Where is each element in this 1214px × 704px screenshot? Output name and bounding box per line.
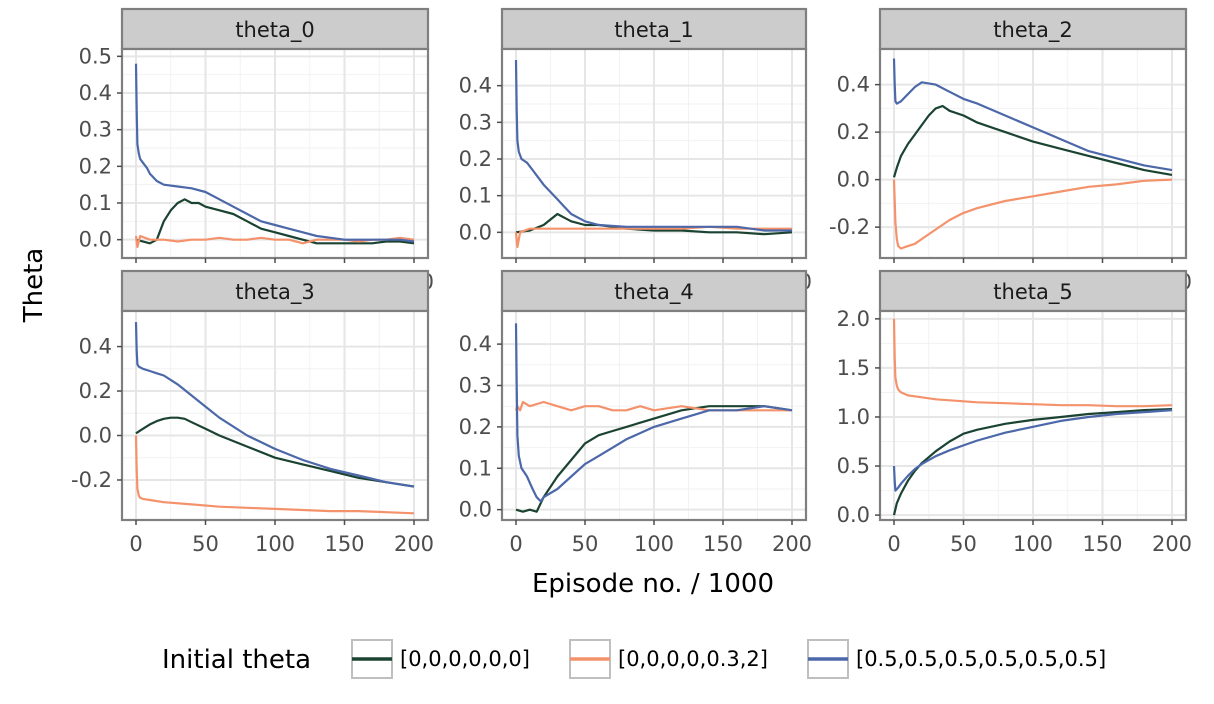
- y-tick-label: 0.3: [79, 118, 112, 142]
- y-tick-label: 0.1: [459, 456, 492, 480]
- x-tick-label: 200: [772, 532, 812, 556]
- series-line: [134, 234, 415, 249]
- series-line: [135, 416, 415, 488]
- facet-panel-theta_0: theta_00.00.10.20.30.40.5050100150200: [79, 7, 434, 294]
- y-tick-label: 0.4: [837, 73, 870, 97]
- y-tick-label: 1.0: [837, 405, 870, 429]
- series-line: [134, 63, 415, 243]
- series-line: [892, 104, 1173, 178]
- series-line: [515, 405, 793, 513]
- y-axis-title: Theta: [19, 248, 49, 323]
- x-tick-label: 150: [324, 532, 364, 556]
- facet-strip: [120, 7, 430, 51]
- y-tick-label: 0.4: [79, 335, 112, 359]
- facet-strip-label: theta_3: [235, 280, 314, 305]
- facet-panel-theta_5: theta_5 0.0 0.5 1.0 1.5 2.0 0 50 100 150 200: [837, 269, 1192, 556]
- y-tick-label: 0.0: [79, 228, 112, 252]
- legend-item: [0,0,0,0,0,0]: [351, 639, 530, 679]
- y-tick-label: 0.2: [837, 120, 870, 144]
- y-tick-label: -0.2: [829, 215, 870, 239]
- y-tick-label: 0.3: [459, 110, 492, 134]
- y-tick-label: 0.0: [459, 220, 492, 244]
- y-tick-label: 1.5: [837, 356, 870, 380]
- x-tick-label: 200: [1152, 532, 1192, 556]
- series-line: [892, 178, 1173, 250]
- y-tick-label: 0.4: [459, 74, 492, 98]
- y-tick-label: 0.0: [837, 503, 870, 527]
- x-tick-label: 100: [634, 532, 674, 556]
- x-tick-label: 100: [1013, 532, 1053, 556]
- y-tick-label: 0.2: [459, 415, 492, 439]
- y-tick-label: 0.2: [79, 379, 112, 403]
- x-axis-title: Episode no. / 1000: [532, 569, 774, 599]
- legend-item: [0.5,0.5,0.5,0.5,0.5,0.5]: [807, 639, 1106, 679]
- facet-strip-label: theta_2: [993, 18, 1072, 43]
- facet-strip: [878, 7, 1188, 51]
- y-tick-label: 0.0: [837, 168, 870, 192]
- x-tick-label: 100: [255, 532, 295, 556]
- facet-strip-label: theta_5: [993, 280, 1072, 305]
- legend-title: Initial theta: [162, 645, 311, 675]
- legend-label: [0.5,0.5,0.5,0.5,0.5,0.5]: [856, 647, 1106, 671]
- series-line: [892, 318, 1173, 408]
- y-tick-label: 0.0: [79, 424, 112, 448]
- legend-item: [0,0,0,0,0.3,2]: [569, 639, 768, 679]
- x-tick-label: 50: [572, 532, 599, 556]
- series-line: [892, 409, 1173, 492]
- facet-panel-theta_4: theta_4 0.0 0.1 0.2 0.3 0.4 0 50 100 150 200: [459, 269, 812, 556]
- facet-panel-theta_3: theta_3 -0.2 0.0 0.2 0.4 0 50 100 150 200: [71, 269, 434, 556]
- x-tick-label: 0: [887, 532, 900, 556]
- series-line: [514, 225, 792, 249]
- x-tick-label: 150: [703, 532, 743, 556]
- legend-label: [0,0,0,0,0,0]: [400, 647, 530, 671]
- series-line: [134, 435, 415, 515]
- y-tick-label: 0.2: [79, 154, 112, 178]
- x-tick-label: 150: [1082, 532, 1122, 556]
- facet-panels: theta_00.00.10.20.30.40.5050100150200the…: [71, 7, 1192, 556]
- x-tick-label: 200: [394, 532, 434, 556]
- facet-strip: [878, 269, 1188, 313]
- x-tick-label: 50: [192, 532, 219, 556]
- y-tick-label: 0.1: [79, 191, 112, 215]
- series-line: [514, 59, 792, 232]
- y-tick-label: 0.3: [459, 373, 492, 397]
- series-line: [514, 323, 793, 503]
- facet-strip: [500, 7, 808, 51]
- facet-strip-label: theta_1: [614, 18, 693, 43]
- y-tick-label: 0.4: [459, 332, 492, 356]
- facet-strip-label: theta_0: [235, 18, 314, 43]
- x-tick-label: 0: [129, 532, 142, 556]
- y-tick-label: 2.0: [837, 307, 870, 331]
- y-tick-label: 0.2: [459, 147, 492, 171]
- facet-strip-label: theta_4: [614, 280, 693, 305]
- series-line: [134, 322, 415, 488]
- y-tick-label: 0.1: [459, 184, 492, 208]
- y-tick-label: 0.5: [837, 454, 870, 478]
- y-tick-label: -0.2: [71, 468, 112, 492]
- x-tick-label: 50: [950, 532, 977, 556]
- y-tick-label: 0.4: [79, 81, 112, 105]
- y-tick-label: 0.5: [79, 44, 112, 68]
- series-line: [892, 408, 1173, 516]
- series-line: [135, 198, 415, 245]
- y-tick-label: 0.0: [459, 498, 492, 522]
- series-line: [892, 58, 1173, 172]
- legend-label: [0,0,0,0,0.3,2]: [618, 647, 768, 671]
- x-tick-label: 0: [509, 532, 522, 556]
- legend: Initial theta [0,0,0,0,0,0] [0,0,0,0,0.3,…: [162, 639, 1106, 679]
- facet-strip: [120, 269, 430, 313]
- facet-strip: [500, 269, 808, 313]
